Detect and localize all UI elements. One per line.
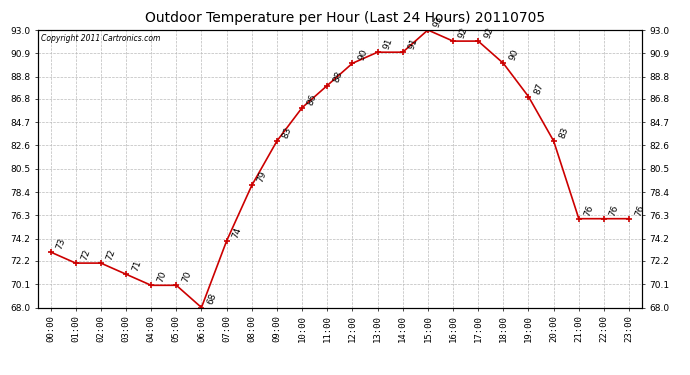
Text: 71: 71 — [130, 259, 143, 273]
Text: 76: 76 — [608, 203, 620, 217]
Text: 70: 70 — [155, 270, 168, 284]
Text: 93: 93 — [432, 15, 444, 28]
Text: 91: 91 — [407, 37, 420, 51]
Text: 72: 72 — [105, 248, 117, 262]
Text: 90: 90 — [357, 48, 369, 62]
Text: 83: 83 — [558, 126, 570, 140]
Text: 70: 70 — [181, 270, 193, 284]
Text: 76: 76 — [633, 203, 646, 217]
Text: 92: 92 — [482, 26, 495, 40]
Text: 86: 86 — [306, 92, 319, 106]
Text: 76: 76 — [583, 203, 595, 217]
Text: 74: 74 — [230, 226, 243, 240]
Text: 88: 88 — [331, 70, 344, 84]
Text: 72: 72 — [80, 248, 92, 262]
Text: 87: 87 — [533, 81, 545, 95]
Text: 90: 90 — [508, 48, 520, 62]
Text: Copyright 2011 Cartronics.com: Copyright 2011 Cartronics.com — [41, 34, 160, 43]
Text: 92: 92 — [457, 26, 469, 40]
Text: 73: 73 — [55, 237, 67, 250]
Text: 79: 79 — [256, 170, 268, 184]
Text: 91: 91 — [382, 37, 394, 51]
Text: 68: 68 — [206, 292, 218, 306]
Text: 83: 83 — [281, 126, 293, 140]
Text: Outdoor Temperature per Hour (Last 24 Hours) 20110705: Outdoor Temperature per Hour (Last 24 Ho… — [145, 11, 545, 25]
